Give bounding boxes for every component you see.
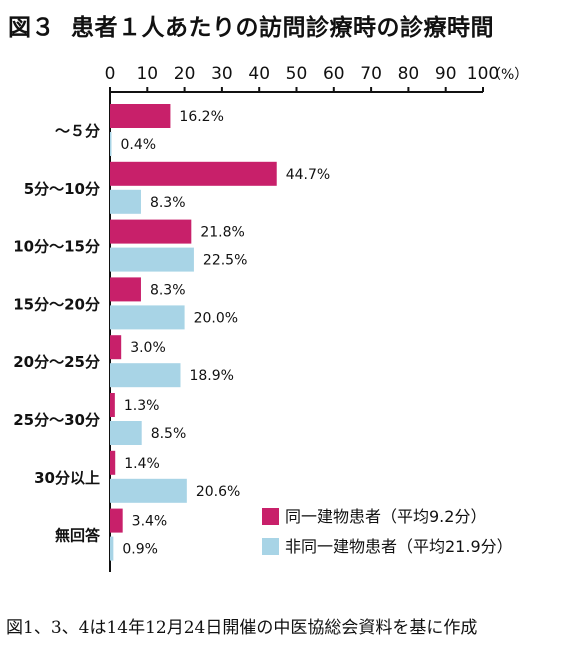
category-label: 30分以上 (34, 469, 100, 487)
bar-other-building (110, 421, 142, 445)
data-label: 44.7% (286, 167, 330, 183)
data-label: 20.6% (196, 484, 240, 500)
legend-swatch (262, 538, 279, 555)
figure-label: 図３ (8, 15, 55, 41)
x-tick-label: 0 (105, 64, 116, 84)
chart-title: 図３ 患者１人あたりの訪問診療時の診療時間 (8, 8, 510, 42)
data-label: 0.9% (122, 542, 158, 558)
x-tick-label: 70 (360, 64, 382, 84)
category-label: 〜５分 (55, 122, 100, 140)
footnote: 図1、3、4は14年12月24日開催の中医協総会資料を基に作成 (6, 618, 478, 638)
x-tick-label: 90 (435, 64, 457, 84)
data-label: 8.3% (150, 282, 186, 298)
x-tick-label: 30 (211, 64, 233, 84)
bar-other-building (110, 132, 112, 156)
data-label: 16.2% (179, 109, 223, 125)
category-label: 25分〜30分 (13, 411, 100, 429)
data-label: 1.3% (124, 398, 160, 414)
category-label: 無回答 (55, 527, 101, 545)
title-text: 患者１人あたりの訪問診療時の診療時間 (71, 15, 494, 41)
bar-same-building (110, 335, 122, 360)
bar-other-building (110, 478, 187, 503)
category-label: 20分〜25分 (13, 353, 100, 371)
x-tick-label: 20 (174, 64, 196, 84)
data-label: 22.5% (203, 253, 247, 269)
bar-same-building (110, 219, 192, 244)
bar-other-building (110, 189, 141, 214)
data-label: 21.8% (200, 225, 244, 241)
bar-same-building (110, 161, 277, 186)
legend-label: 同一建物患者（平均9.2分） (285, 507, 486, 526)
x-tick-label: 50 (286, 64, 308, 84)
category-label: 5分〜10分 (24, 180, 100, 198)
bar-other-building (110, 363, 181, 388)
bar-same-building (110, 508, 123, 533)
category-label: 10分〜15分 (13, 238, 100, 256)
data-label: 8.5% (151, 426, 187, 442)
data-label: 1.4% (124, 456, 160, 472)
x-tick-label: 10 (136, 64, 158, 84)
bar-other-building (110, 536, 114, 561)
legend-label: 非同一建物患者（平均21.9分） (285, 537, 513, 556)
data-label: 3.0% (130, 340, 166, 356)
bar-same-building (110, 450, 116, 475)
x-tick-label: 80 (398, 64, 420, 84)
data-label: 3.4% (132, 514, 168, 530)
data-label: 20.0% (194, 310, 238, 326)
legend-swatch (262, 508, 279, 525)
data-label: 8.3% (150, 195, 186, 211)
x-tick-label: 40 (248, 64, 270, 84)
bar-other-building (110, 305, 185, 330)
x-tick-label: 100 (467, 64, 499, 84)
bar-other-building (110, 247, 194, 272)
data-label: 18.9% (189, 368, 233, 384)
x-unit-label: （%） (487, 67, 528, 83)
bar-same-building (110, 393, 115, 417)
x-tick-label: 60 (323, 64, 345, 84)
category-label: 15分〜20分 (13, 295, 100, 313)
data-label: 0.4% (120, 137, 156, 153)
bar-same-building (110, 104, 171, 128)
bar-same-building (110, 277, 141, 302)
